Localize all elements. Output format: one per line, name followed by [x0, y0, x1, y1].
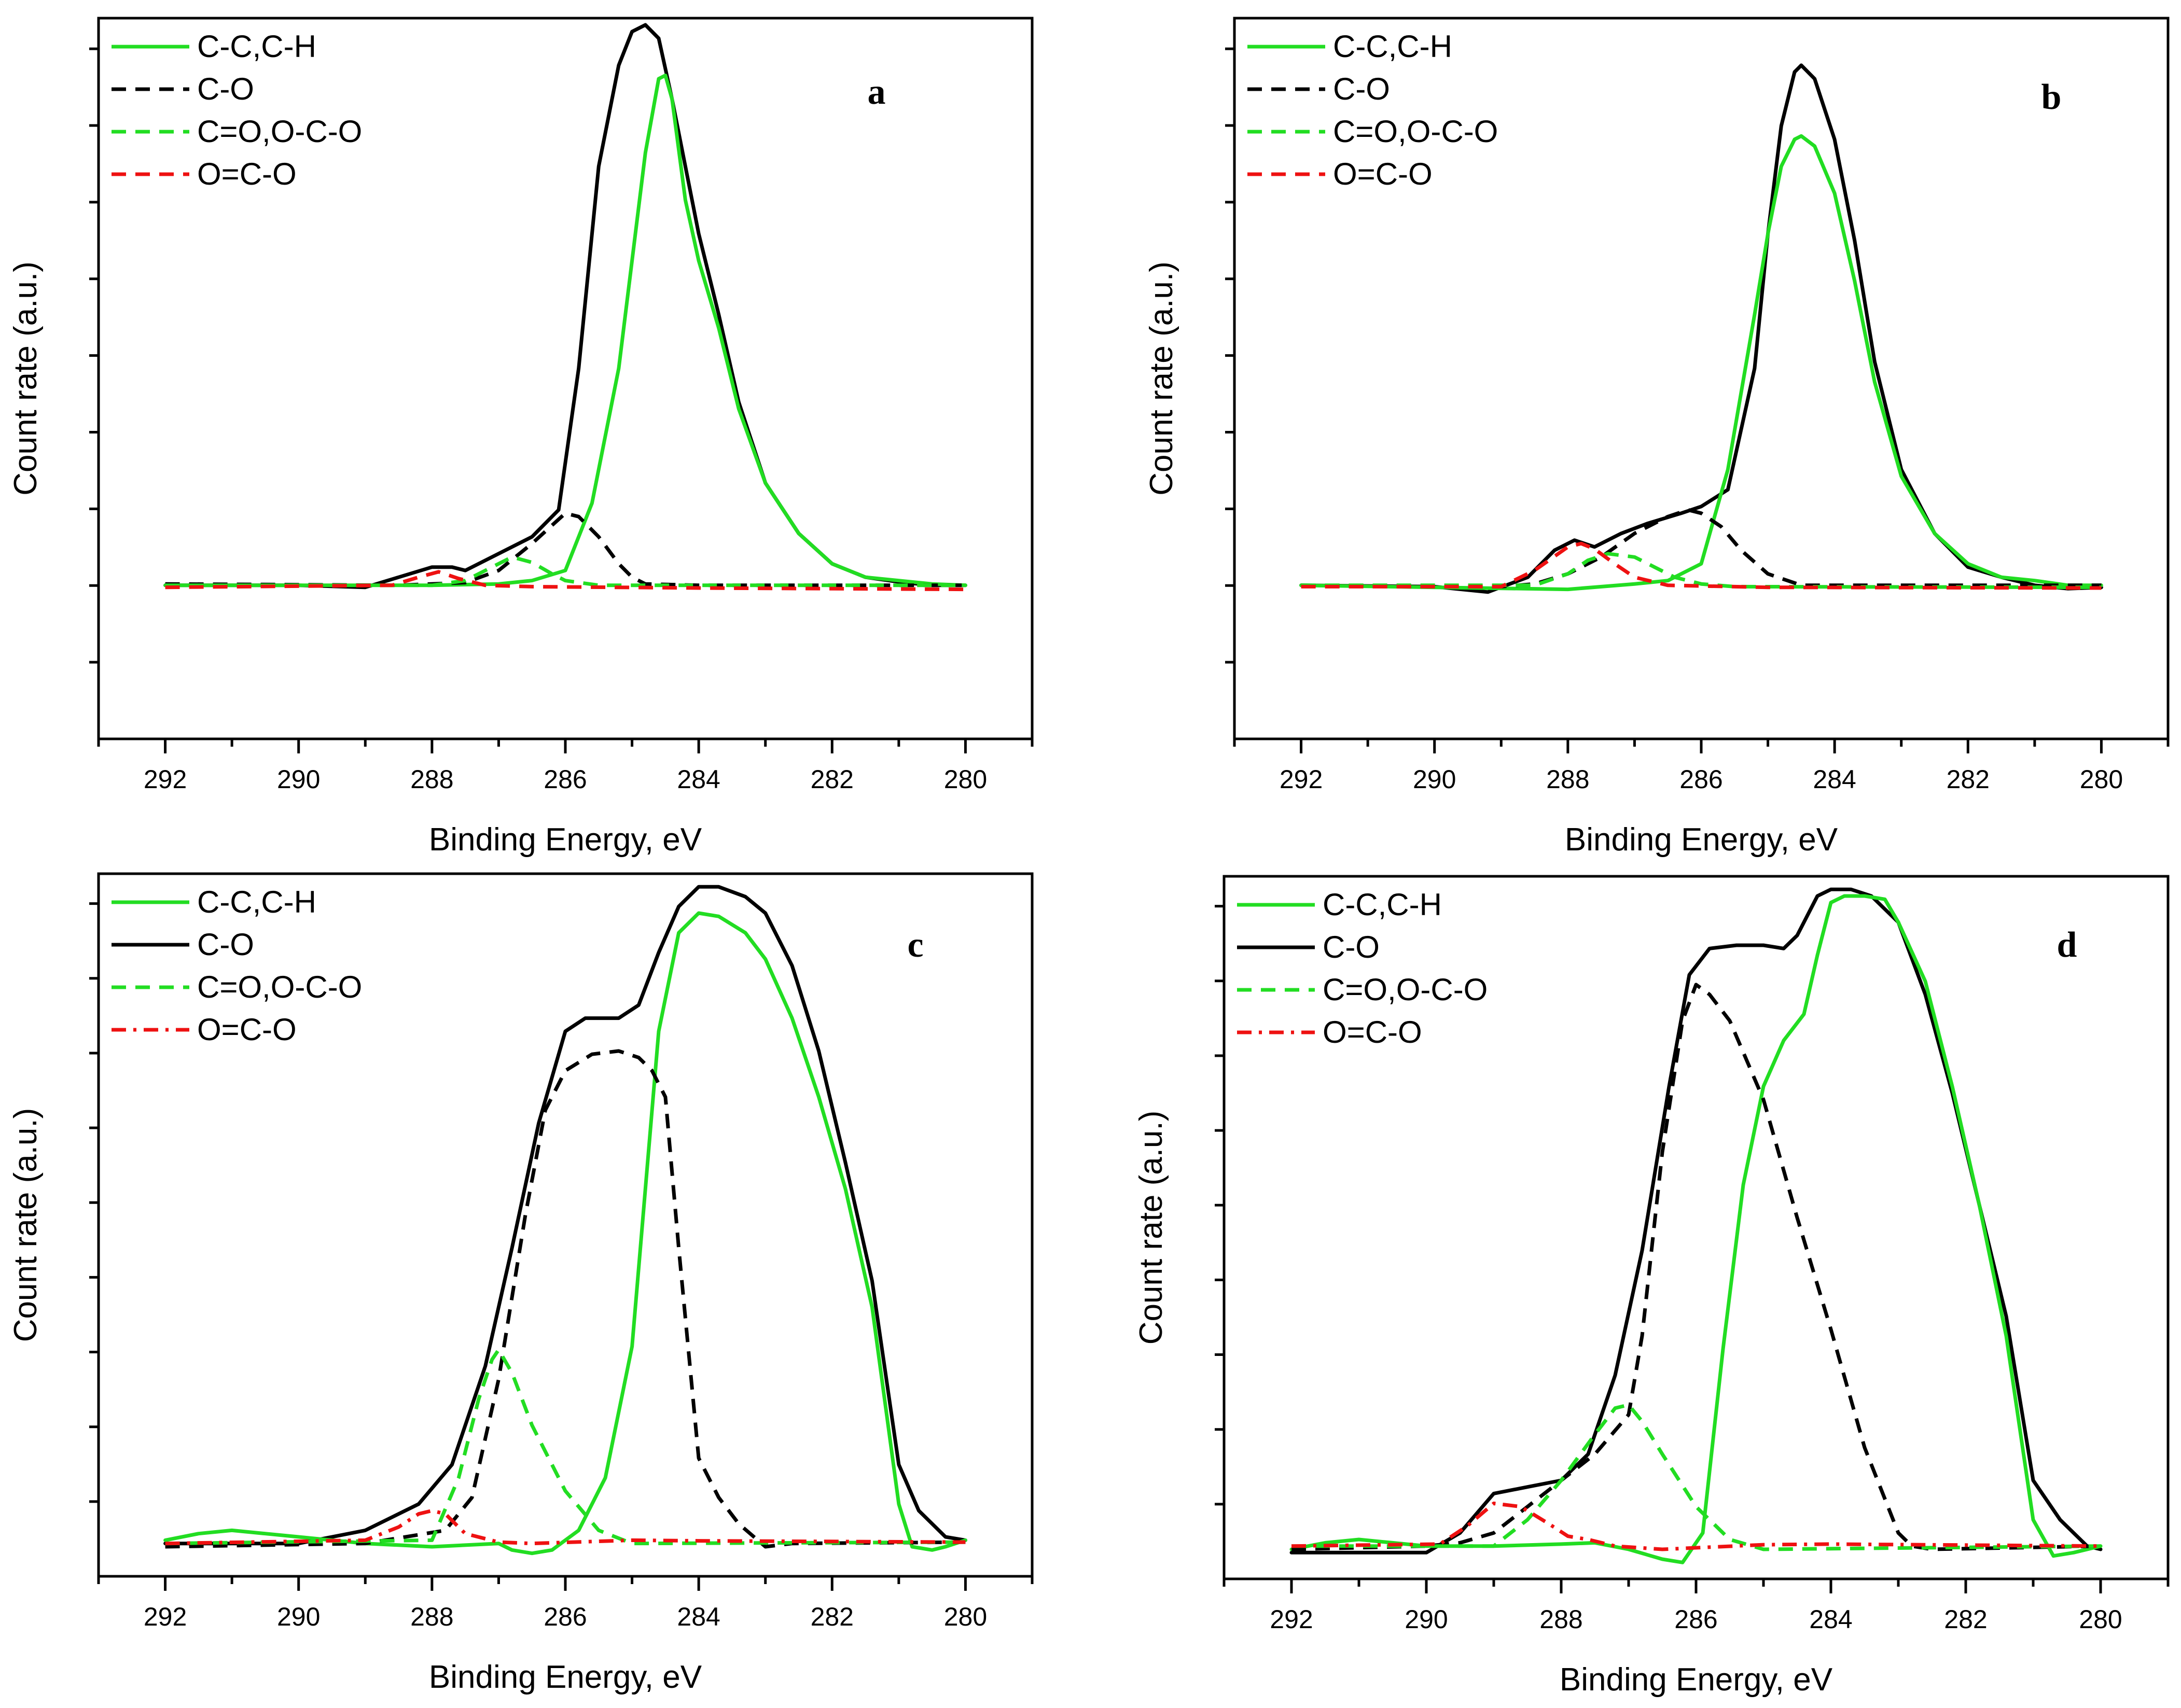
x-tick-label: 292 — [144, 1602, 187, 1631]
legend-entry-label: C=O,O-C-O — [1333, 114, 1498, 149]
x-tick-label: 292 — [1270, 1605, 1313, 1634]
legend-entry-label: C-C,C-H — [197, 29, 316, 64]
x-tick-label: 288 — [1539, 1605, 1582, 1634]
y-axis-label: Count rate (a.u.) — [8, 261, 44, 495]
series-line-o-c-o — [1301, 541, 2102, 590]
x-axis-label: Binding Energy, eV — [1560, 1662, 1833, 1698]
chart-panel-a: 292 290 288 286 284 282 280 Binding Energy, eV C… — [8, 17, 1034, 858]
x-tick-label: 280 — [2080, 765, 2123, 794]
x-tick-label: 288 — [410, 765, 453, 794]
legend-entry-label: C-O — [1333, 72, 1390, 106]
legend-entry-label: O=C-O — [197, 157, 297, 191]
series-line-c-o — [1301, 508, 2102, 589]
x-tick-label: 284 — [1813, 765, 1856, 794]
x-tick-label: 284 — [677, 765, 720, 794]
series-line-c-c-c-h — [163, 911, 967, 1556]
legend-entry-label: C-C,C-H — [1333, 29, 1452, 64]
legend-entry-label: C=O,O-C-O — [197, 114, 362, 149]
series-line-envelope — [163, 23, 967, 590]
x-tick-label: 286 — [544, 765, 587, 794]
panel-label: b — [2041, 77, 2062, 117]
legend-entry-label: C-O — [197, 72, 254, 106]
legend-entry-label: C-O — [197, 927, 254, 962]
x-tick-label: 290 — [1413, 765, 1456, 794]
legend-entry-label: C-O — [1323, 930, 1380, 964]
series-line-c-c-c-h — [1299, 134, 2103, 592]
x-tick-label: 290 — [277, 1602, 320, 1631]
legend-entry-label: O=C-O — [1333, 157, 1433, 191]
series-line-c-c-c-h — [163, 73, 967, 587]
panel-label: c — [907, 925, 923, 965]
x-tick-label: 286 — [1679, 765, 1722, 794]
legend-entry-label: C=O,O-C-O — [1323, 972, 1488, 1007]
series-line-c-o — [1291, 983, 2101, 1551]
chart-panel-c: 292 290 288 286 284 282 280 Binding Energy, eV C… — [8, 872, 1034, 1695]
y-axis-label: Count rate (a.u.) — [1144, 261, 1179, 495]
x-tick-label: 290 — [1405, 1605, 1448, 1634]
x-tick-label: 286 — [1674, 1605, 1717, 1634]
series-line-o-c-o — [1291, 1501, 2101, 1551]
y-axis-label: Count rate (a.u.) — [1133, 1111, 1169, 1345]
legend-entry-label: C=O,O-C-O — [197, 970, 362, 1004]
legend-entry-label: C-C,C-H — [197, 885, 316, 919]
chart-panel-d: 292 290 288 286 284 282 280 Binding Energy, eV C… — [1133, 875, 2170, 1698]
legend-entry-label: O=C-O — [197, 1012, 297, 1047]
series-line-c-o-o-c-o — [165, 1348, 966, 1546]
legend-entry-label: C-C,C-H — [1323, 887, 1442, 922]
panel-label: a — [868, 72, 886, 112]
x-tick-label: 282 — [1947, 765, 1990, 794]
chart-panel-b: 292 290 288 286 284 282 280 Binding Energy, eV C… — [1144, 17, 2170, 858]
x-axis-label: Binding Energy, eV — [1565, 822, 1838, 858]
x-tick-label: 288 — [410, 1602, 453, 1631]
x-tick-label: 284 — [1809, 1605, 1852, 1634]
series-line-c-o-o-c-o — [165, 555, 966, 587]
x-tick-label: 292 — [144, 765, 187, 794]
y-axis-label: Count rate (a.u.) — [8, 1108, 44, 1342]
x-tick-label: 288 — [1546, 765, 1589, 794]
x-tick-label: 280 — [944, 1602, 987, 1631]
x-tick-label: 282 — [1944, 1605, 1987, 1634]
x-tick-label: 282 — [811, 765, 854, 794]
x-tick-label: 280 — [2079, 1605, 2122, 1634]
x-tick-label: 290 — [277, 765, 320, 794]
series-line-c-o-o-c-o — [1291, 1403, 2101, 1551]
x-tick-label: 282 — [811, 1602, 854, 1631]
x-axis-label: Binding Energy, eV — [429, 822, 702, 858]
x-tick-label: 292 — [1280, 765, 1323, 794]
x-tick-label: 286 — [544, 1602, 587, 1631]
series-line-o-c-o — [165, 1508, 966, 1546]
x-axis-label: Binding Energy, eV — [429, 1659, 702, 1695]
series-line-c-o — [165, 511, 966, 587]
x-tick-label: 280 — [944, 765, 987, 794]
legend-entry-label: O=C-O — [1323, 1015, 1422, 1049]
series-line-c-o — [165, 1049, 966, 1549]
x-tick-label: 284 — [677, 1602, 720, 1631]
series-line-c-o-o-c-o — [1301, 552, 2102, 590]
series-line-o-c-o — [165, 570, 966, 592]
panel-label: d — [2057, 925, 2077, 965]
series-line-envelope — [163, 885, 967, 1546]
